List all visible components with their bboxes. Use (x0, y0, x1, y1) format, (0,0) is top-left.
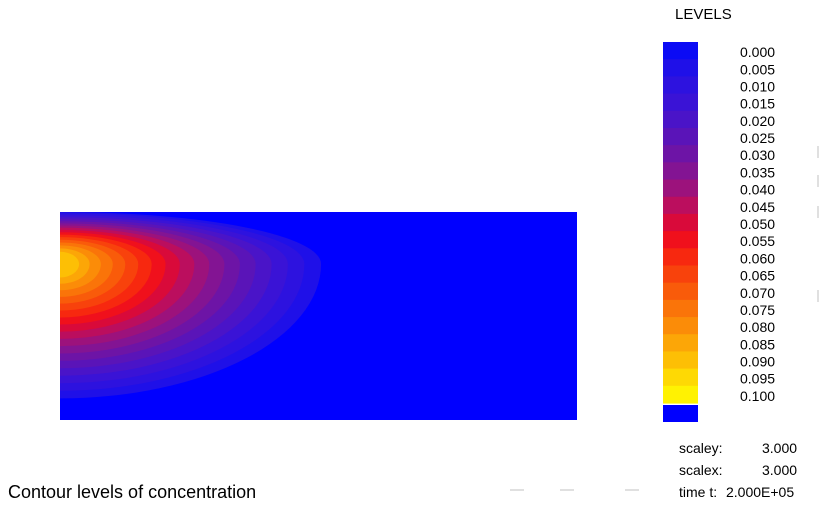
legend-level-label-14: 0.070 (740, 285, 775, 301)
legend-swatch-0 (663, 42, 698, 60)
legend-level-label-9: 0.045 (740, 199, 775, 215)
legend-swatch-3 (663, 93, 698, 112)
legend-swatch-20 (663, 385, 698, 404)
legend-level-label-10: 0.050 (740, 216, 775, 232)
scalex-value: 3.000 (762, 462, 798, 478)
legend-level-label-16: 0.080 (740, 319, 775, 335)
legend-swatch-11 (663, 231, 698, 249)
legend-level-label-8: 0.040 (740, 182, 775, 198)
time-value: 2.000E+05 (726, 484, 795, 500)
legend-swatch-14 (663, 282, 698, 301)
legend-swatch-19 (663, 368, 698, 387)
levels-colorbar (663, 42, 698, 422)
scalex-label: scalex: (679, 462, 723, 478)
legend-level-label-17: 0.085 (740, 336, 775, 352)
contour-bands (60, 212, 322, 399)
legend-level-label-0: 0.000 (740, 44, 775, 60)
legend-level-label-5: 0.025 (740, 130, 775, 146)
levels-title: LEVELS (675, 6, 732, 23)
legend-level-label-1: 0.005 (740, 61, 775, 77)
legend-level-label-11: 0.055 (740, 233, 775, 249)
scaley-label: scaley: (679, 440, 723, 456)
contour-band-18 (60, 251, 80, 278)
scaley-value: 3.000 (762, 440, 798, 456)
legend-swatch-12 (663, 248, 698, 267)
legend-swatch-18 (663, 351, 698, 370)
legend-level-label-4: 0.020 (740, 113, 775, 129)
legend-swatch-10 (663, 213, 698, 232)
legend-swatch-7 (663, 162, 698, 181)
chart-title: Contour levels of concentration (8, 482, 257, 502)
legend-swatch-16 (663, 317, 698, 335)
legend-level-label-6: 0.030 (740, 147, 775, 163)
legend-swatch-17 (663, 334, 698, 353)
legend-swatch-5 (663, 127, 698, 146)
time-label: time t: (679, 484, 718, 500)
legend-level-label-7: 0.035 (740, 164, 775, 180)
legend-swatch-1 (663, 59, 698, 77)
legend-level-label-15: 0.075 (740, 302, 775, 318)
legend-level-label-2: 0.010 (740, 78, 775, 94)
legend-level-label-3: 0.015 (740, 96, 775, 112)
legend-level-label-18: 0.090 (740, 354, 775, 370)
legend-level-label-12: 0.060 (740, 250, 775, 266)
legend-swatch-9 (663, 196, 698, 215)
legend-below-min-swatch (663, 405, 698, 422)
legend-swatch-13 (663, 265, 698, 284)
legend-swatch-15 (663, 299, 698, 318)
legend-level-label-20: 0.100 (740, 388, 775, 404)
legend-level-label-19: 0.095 (740, 371, 775, 387)
legend-swatch-8 (663, 179, 698, 198)
legend-swatch-6 (663, 145, 698, 163)
edge-marks (510, 146, 819, 491)
legend-swatch-4 (663, 110, 698, 129)
legend-level-label-13: 0.065 (740, 268, 775, 284)
legend-swatch-2 (663, 76, 698, 95)
